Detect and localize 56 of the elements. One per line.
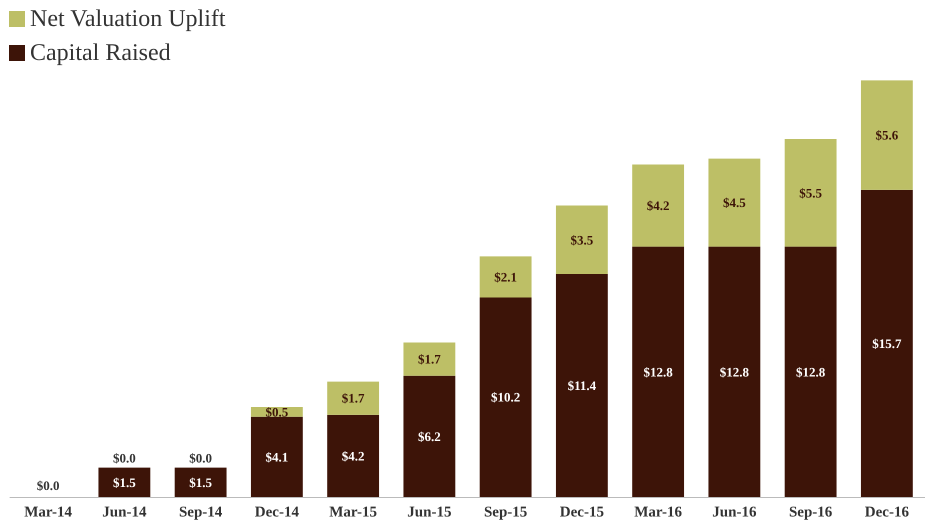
bar	[480, 297, 532, 497]
data-label: $3.5	[570, 232, 594, 248]
bar	[403, 376, 456, 497]
bar	[632, 164, 684, 247]
bar	[708, 158, 760, 247]
bar	[860, 190, 913, 497]
data-label: $6.2	[418, 428, 441, 444]
data-label: $1.7	[342, 390, 365, 406]
data-label: $4.1	[266, 449, 288, 464]
data-label: $12.8	[796, 364, 826, 380]
legend-label: Net Valuation Uplift	[30, 6, 226, 32]
data-label: $12.8	[644, 364, 674, 380]
bar	[250, 416, 303, 497]
data-label: $0.0	[113, 450, 136, 466]
data-label: $2.1	[494, 269, 517, 284]
data-label: $4.2	[342, 448, 364, 464]
bar	[327, 414, 380, 497]
bar	[327, 382, 380, 415]
x-tick-label: Mar-15	[329, 504, 378, 520]
data-label: $1.7	[418, 352, 442, 367]
data-label: $0.0	[36, 478, 60, 493]
x-tick-label: Sep-14	[178, 504, 223, 520]
legend-label: Capital Raised	[30, 40, 171, 66]
bar	[632, 246, 684, 497]
bar	[174, 468, 227, 497]
data-label: $1.5	[189, 474, 212, 490]
data-label: $4.5	[723, 195, 746, 210]
bar	[784, 139, 837, 247]
bar	[480, 256, 532, 298]
x-tick-label: Sep-16	[788, 504, 833, 520]
bar	[556, 274, 608, 497]
data-label: $4.2	[646, 198, 670, 214]
data-label: $5.6	[876, 128, 899, 143]
x-tick-label: Jun-15	[407, 504, 452, 520]
data-label: $5.5	[799, 185, 822, 200]
x-tick-label: Dec-14	[254, 504, 300, 520]
data-label: $11.4	[568, 378, 597, 394]
bar	[708, 246, 760, 497]
bar	[403, 342, 456, 376]
x-tick-label: Mar-14	[24, 504, 72, 520]
data-label: $15.7	[872, 336, 902, 351]
x-tick-label: Jun-14	[102, 504, 147, 520]
bar	[784, 246, 837, 497]
bar	[98, 468, 150, 497]
x-tick-label: Sep-15	[484, 504, 528, 520]
data-label: $0.0	[189, 450, 212, 466]
x-tick-label: Dec-16	[864, 504, 910, 520]
data-label: $10.2	[491, 390, 520, 405]
data-label: $12.8	[720, 364, 750, 380]
data-label: $0.5	[266, 404, 289, 420]
x-tick-label: Jun-16	[712, 504, 757, 520]
x-tick-label: Mar-16	[634, 504, 682, 520]
bar	[860, 80, 913, 190]
data-label: $1.5	[113, 474, 136, 490]
bar	[556, 206, 608, 274]
x-tick-label: Dec-15	[560, 504, 604, 520]
